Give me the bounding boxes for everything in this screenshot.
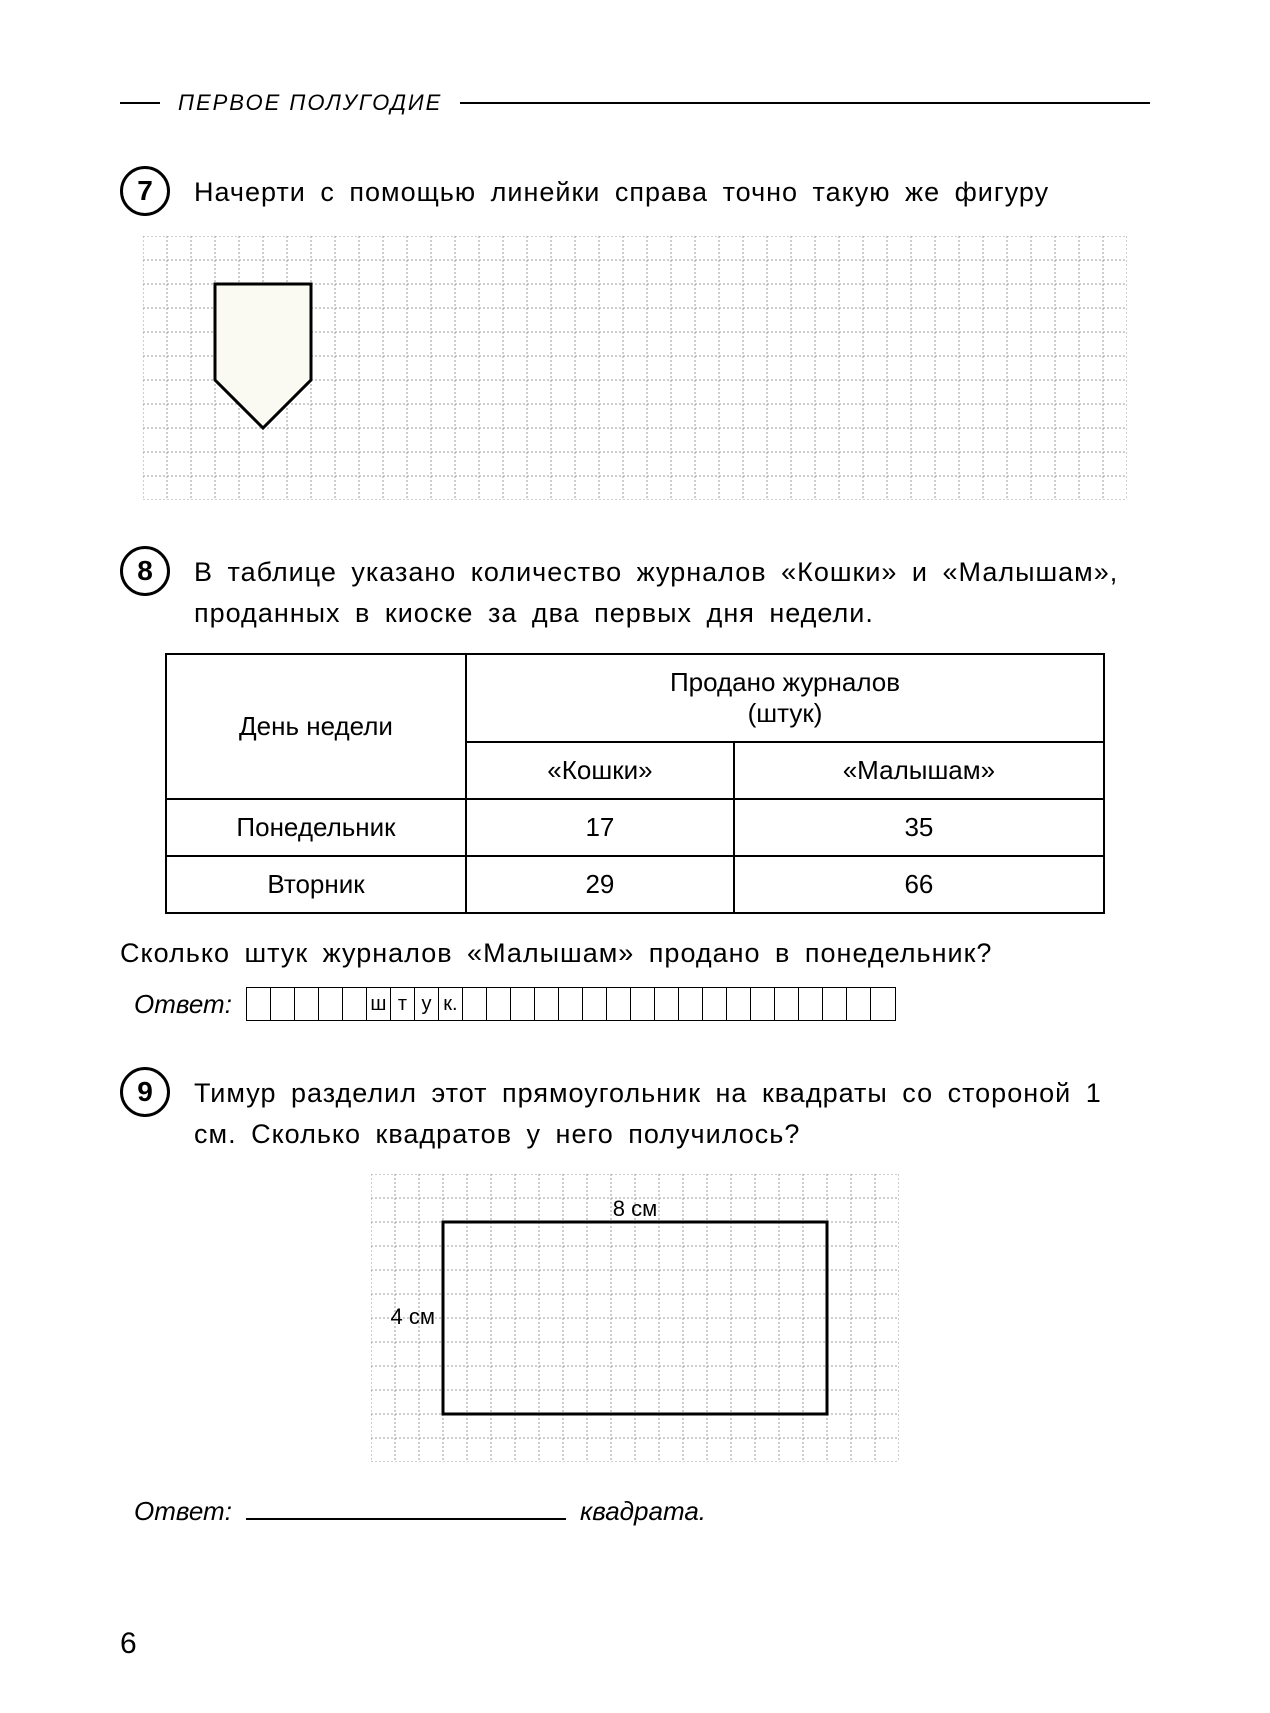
answer-cell bbox=[463, 988, 487, 1020]
task-number-7: 7 bbox=[120, 166, 170, 216]
th-group-l2: (штук) bbox=[748, 698, 823, 728]
answer-cell: к. bbox=[439, 988, 463, 1020]
td-v1-1: 29 bbox=[466, 856, 734, 913]
answer-cell bbox=[511, 988, 535, 1020]
th-group-l1: Продано журналов bbox=[670, 667, 900, 697]
td-v2-1: 66 bbox=[734, 856, 1104, 913]
answer-cell bbox=[751, 988, 775, 1020]
task9-answer-suffix: квадрата. bbox=[580, 1496, 706, 1527]
header-rule: ПЕРВОЕ ПОЛУГОДИЕ bbox=[120, 90, 1150, 116]
answer-cell bbox=[247, 988, 271, 1020]
answer-cell bbox=[871, 988, 895, 1020]
task8-table: День недели Продано журналов (штук) «Кош… bbox=[165, 653, 1105, 914]
th-group: Продано журналов (штук) bbox=[466, 654, 1104, 742]
td-day-0: Понедельник bbox=[166, 799, 466, 856]
answer-cell bbox=[295, 988, 319, 1020]
running-header: ПЕРВОЕ ПОЛУГОДИЕ bbox=[160, 90, 460, 116]
task9-answer-blank bbox=[246, 1496, 566, 1520]
answer-cell bbox=[487, 988, 511, 1020]
task8-question: Сколько штук журналов «Малышам» продано … bbox=[120, 938, 1150, 969]
answer-cell bbox=[631, 988, 655, 1020]
task-number-9: 9 bbox=[120, 1067, 170, 1117]
task8-answer-row: Ответ: штук. bbox=[134, 987, 1150, 1021]
answer-cell: ш bbox=[367, 988, 391, 1020]
answer-cell bbox=[679, 988, 703, 1020]
answer-cell bbox=[583, 988, 607, 1020]
td-v1-0: 17 bbox=[466, 799, 734, 856]
answer-cell bbox=[703, 988, 727, 1020]
td-day-1: Вторник bbox=[166, 856, 466, 913]
page-number: 6 bbox=[120, 1627, 137, 1661]
task-9: 9 Тимур разделил этот прямоугольник на к… bbox=[120, 1067, 1150, 1527]
answer-cell bbox=[343, 988, 367, 1020]
task8-answer-label: Ответ: bbox=[134, 989, 232, 1020]
answer-cell bbox=[535, 988, 559, 1020]
task9-text: Тимур разделил этот прямоугольник на ква… bbox=[194, 1067, 1150, 1154]
task-number-8: 8 bbox=[120, 546, 170, 596]
answer-cell bbox=[727, 988, 751, 1020]
answer-cell: у bbox=[415, 988, 439, 1020]
th-sub-0: «Кошки» bbox=[466, 742, 734, 799]
task9-grid: 8 см 4 см bbox=[371, 1174, 899, 1462]
task9-answer-label: Ответ: bbox=[134, 1496, 232, 1527]
answer-cell bbox=[655, 988, 679, 1020]
answer-cell bbox=[799, 988, 823, 1020]
answer-cell bbox=[607, 988, 631, 1020]
task8-answer-cells: штук. bbox=[246, 987, 896, 1021]
svg-text:8 см: 8 см bbox=[613, 1196, 657, 1221]
task7-text: Начерти с помощью линейки справа точно т… bbox=[194, 166, 1049, 213]
task-8: 8 В таблице указано количество журналов … bbox=[120, 546, 1150, 1021]
answer-cell bbox=[823, 988, 847, 1020]
task7-grid bbox=[143, 236, 1127, 500]
answer-cell: т bbox=[391, 988, 415, 1020]
answer-cell bbox=[271, 988, 295, 1020]
task-7: 7 Начерти с помощью линейки справа точно… bbox=[120, 166, 1150, 500]
task8-text: В таблице указано количество журналов «К… bbox=[194, 546, 1150, 633]
answer-cell bbox=[847, 988, 871, 1020]
svg-text:4 см: 4 см bbox=[391, 1304, 435, 1329]
th-sub-1: «Малышам» bbox=[734, 742, 1104, 799]
td-v2-0: 35 bbox=[734, 799, 1104, 856]
th-day: День недели bbox=[166, 654, 466, 799]
answer-cell bbox=[775, 988, 799, 1020]
answer-cell bbox=[319, 988, 343, 1020]
task9-answer-row: Ответ: квадрата. bbox=[134, 1496, 1150, 1527]
answer-cell bbox=[559, 988, 583, 1020]
